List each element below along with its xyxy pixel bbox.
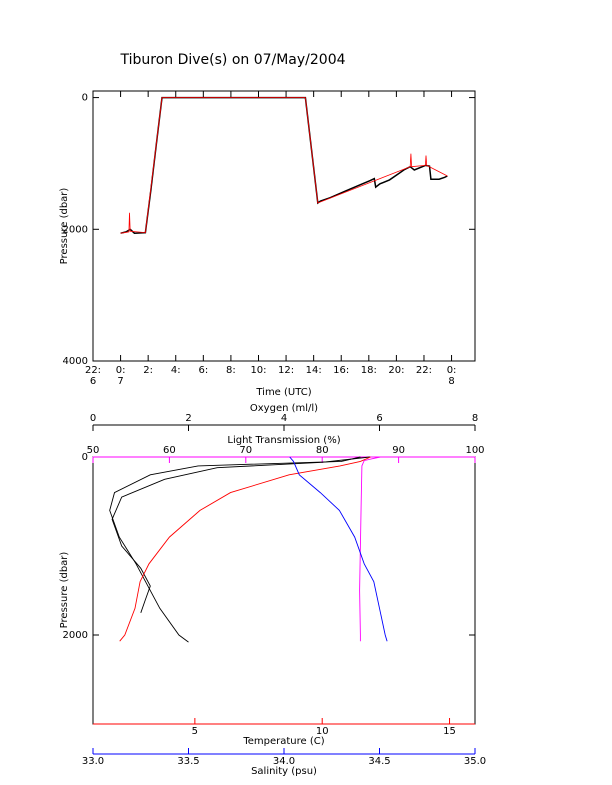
y-tick-label: 2000	[63, 630, 88, 641]
x-tick-label: 10:	[250, 365, 266, 376]
x-tick-label: 80	[316, 445, 329, 456]
x-tick-date: 8	[448, 376, 454, 387]
profile-line	[111, 456, 370, 613]
x-axis-label: Oxygen (ml/l)	[250, 403, 318, 414]
x-tick-label: 34.0	[273, 756, 295, 767]
x-tick-label: 22:	[416, 365, 432, 376]
x-tick-label: 14:	[306, 365, 322, 376]
y-tick-label: 2000	[63, 224, 88, 235]
x-tick-label: 6:	[198, 365, 208, 376]
x-tick-label: 60	[163, 445, 176, 456]
x-tick-label: 15	[443, 726, 456, 737]
x-tick-label: 35.0	[464, 756, 486, 767]
y-tick-label: 4000	[63, 356, 88, 367]
plot-frame	[92, 90, 476, 362]
x-tick-date: 7	[117, 376, 123, 387]
x-tick-label: 50	[87, 445, 100, 456]
x-tick-label: 0	[90, 413, 96, 424]
x-tick-label: 16:	[333, 365, 349, 376]
x-axis-label: Temperature (C)	[242, 736, 324, 747]
chart-title: Tiburon Dive(s) on 07/May/2004	[119, 52, 345, 68]
x-tick-label: 0:	[447, 365, 457, 376]
x-tick-label: 34.5	[368, 756, 390, 767]
profile-line	[109, 456, 361, 643]
x-tick-label: 22:	[85, 365, 101, 376]
x-tick-label: 18:	[361, 365, 377, 376]
y-axis-label: Pressure (dbar)	[59, 188, 70, 265]
x-tick-label: 5	[192, 726, 198, 737]
x-tick-label: 8	[472, 413, 478, 424]
x-tick-label: 2:	[143, 365, 153, 376]
y-axis-label: Pressure (dbar)	[59, 552, 70, 629]
profile-line	[359, 456, 381, 642]
x-axis-label: Light Transmission (%)	[227, 435, 340, 446]
x-tick-label: 100	[465, 445, 484, 456]
x-tick-label: 4	[281, 413, 287, 424]
x-tick-label: 33.0	[82, 756, 104, 767]
x-tick-label: 2	[185, 413, 191, 424]
data-line	[120, 96, 448, 234]
x-tick-label: 10	[316, 726, 329, 737]
x-tick-label: 6	[376, 413, 382, 424]
x-tick-date: 6	[90, 376, 96, 387]
x-tick-label: 12:	[278, 365, 294, 376]
x-tick-label: 90	[392, 445, 405, 456]
x-tick-label: 0:	[116, 365, 126, 376]
y-tick-label: 0	[82, 93, 88, 104]
x-tick-label: 4:	[171, 365, 181, 376]
x-tick-label: 70	[239, 445, 252, 456]
x-tick-label: 20:	[388, 365, 404, 376]
x-axis-label: Time (UTC)	[255, 387, 311, 398]
profile-line	[119, 456, 371, 642]
y-tick-label: 0	[82, 452, 88, 463]
x-tick-label: 33.5	[177, 756, 199, 767]
x-axis-label: Salinity (psu)	[251, 766, 317, 777]
data-line	[120, 97, 448, 234]
profile-line	[289, 456, 388, 642]
x-tick-label: 8:	[226, 365, 236, 376]
